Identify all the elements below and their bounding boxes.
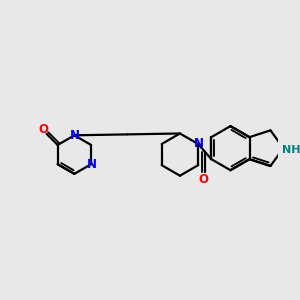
Text: NH: NH <box>281 145 300 155</box>
Text: O: O <box>38 123 48 136</box>
Text: N: N <box>87 158 97 171</box>
Text: N: N <box>194 136 204 150</box>
Text: O: O <box>199 172 209 186</box>
Text: N: N <box>69 129 80 142</box>
